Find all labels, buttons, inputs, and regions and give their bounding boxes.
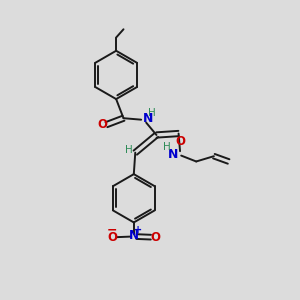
Text: H: H [163, 142, 171, 152]
Text: N: N [129, 230, 139, 242]
Text: H: H [125, 145, 133, 155]
Text: O: O [107, 231, 117, 244]
Text: +: + [134, 225, 142, 235]
Text: −: − [107, 223, 117, 236]
Text: O: O [175, 135, 185, 148]
Text: H: H [148, 108, 156, 118]
Text: O: O [97, 118, 107, 131]
Text: O: O [151, 231, 160, 244]
Text: N: N [168, 148, 178, 160]
Text: N: N [143, 112, 153, 125]
